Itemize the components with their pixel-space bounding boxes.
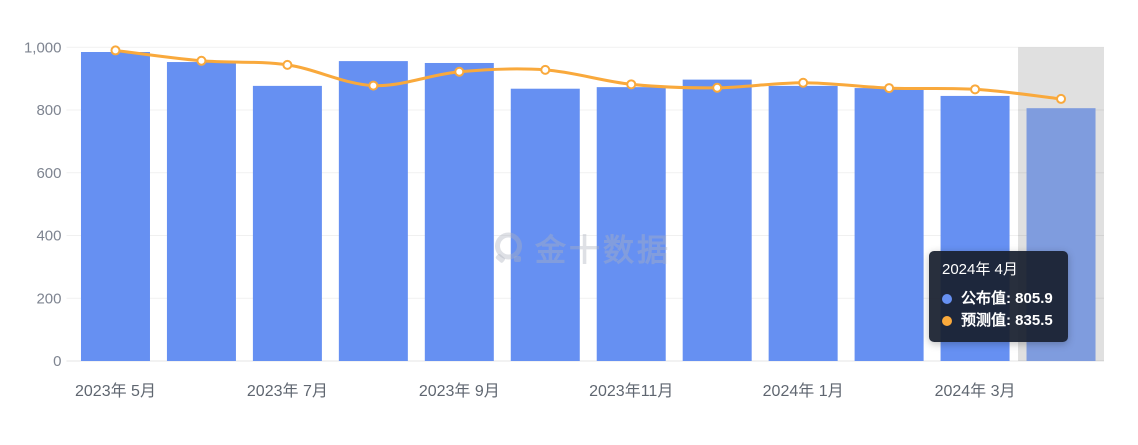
line-marker-2024年 2月[interactable] — [884, 83, 895, 94]
line-marker-2023年 9月[interactable] — [454, 66, 465, 77]
line-marker-2023年11月[interactable] — [626, 79, 637, 90]
bar-2023年10月[interactable] — [510, 88, 580, 361]
y-axis-tick-label: 0 — [53, 353, 61, 370]
published-series-dot-icon — [942, 294, 952, 304]
bar-2023年11月[interactable] — [596, 87, 666, 362]
y-axis-tick-label: 600 — [36, 165, 61, 182]
x-axis-tick-label: 2023年11月 — [589, 382, 673, 400]
bar-2023年12月[interactable] — [682, 79, 752, 362]
line-marker-2023年 6月[interactable] — [196, 55, 207, 66]
line-marker-2023年10月[interactable] — [540, 64, 551, 75]
bar-2023年 8月[interactable] — [338, 61, 408, 362]
line-marker-2023年 5月[interactable] — [110, 45, 121, 56]
forecast-line — [113, 48, 1063, 101]
line-marker-2024年 4月[interactable] — [1056, 93, 1067, 104]
tooltip-row-published: 公布值: 805.9 — [942, 288, 1056, 310]
x-axis-tick-label: 2023年 7月 — [247, 382, 328, 400]
bar-2024年 2月[interactable] — [854, 88, 924, 362]
y-axis-tick-label: 800 — [36, 102, 61, 119]
y-axis-tick-label: 200 — [36, 290, 61, 307]
line-marker-2023年 8月[interactable] — [368, 80, 379, 91]
x-axis-tick-label: 2023年 5月 — [75, 382, 156, 400]
forecast-series-dot-icon — [942, 316, 952, 326]
bar-2024年 1月[interactable] — [768, 85, 838, 361]
line-marker-2024年 1月[interactable] — [798, 77, 809, 88]
bar-2023年 7月[interactable] — [252, 85, 322, 361]
tooltip-title: 2024年 4月 — [942, 261, 1018, 278]
line-marker-2023年12月[interactable] — [712, 82, 723, 93]
y-axis-tick-label: 400 — [36, 228, 61, 245]
line-marker-2024年 3月[interactable] — [970, 84, 981, 95]
bar-2023年 9月[interactable] — [424, 62, 494, 362]
bar-2023年 5月[interactable] — [80, 52, 150, 362]
tooltip: 2024年 4月 公布值: 805.9 预测值: 835.5 — [929, 251, 1068, 342]
bar-2023年 6月[interactable] — [166, 62, 236, 362]
tooltip-row-forecast: 预测值: 835.5 — [942, 310, 1056, 332]
y-axis-tick-label: 1,000 — [24, 39, 62, 56]
x-axis-tick-label: 2024年 3月 — [935, 382, 1016, 400]
line-marker-2023年 7月[interactable] — [282, 59, 293, 70]
tooltip-row-text: 公布值: 805.9 — [961, 290, 1053, 307]
x-axis-tick-label: 2024年 1月 — [763, 382, 844, 400]
tooltip-row-text: 预测值: 835.5 — [961, 312, 1053, 329]
x-axis-tick-label: 2023年 9月 — [419, 382, 500, 400]
